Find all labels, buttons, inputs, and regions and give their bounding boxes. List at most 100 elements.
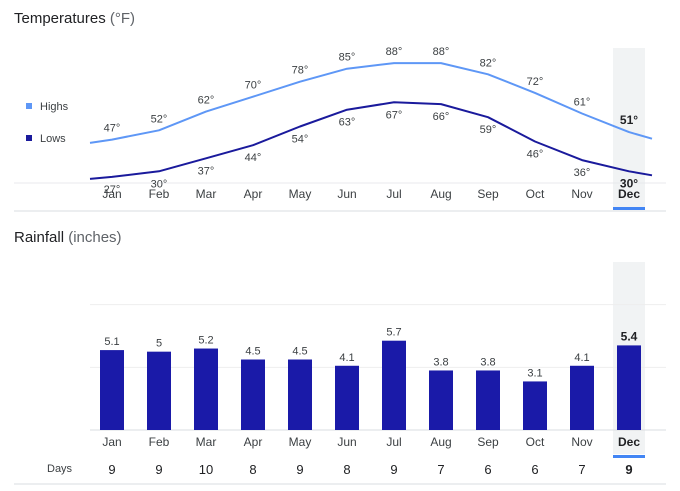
rain-tick-jul[interactable]: Jul <box>386 435 401 449</box>
data-label-lows-jan: 27° <box>104 184 121 196</box>
rain-bar-jun[interactable] <box>335 365 359 430</box>
days-value-may: 9 <box>296 462 303 477</box>
data-label-lows-nov: 36° <box>574 167 591 179</box>
rain-tick-sep[interactable]: Sep <box>477 435 499 449</box>
days-value-jul: 9 <box>390 462 397 477</box>
days-label: Days <box>47 463 73 475</box>
data-label-highs-jan: 47° <box>104 123 121 135</box>
data-label-highs-sep: 82° <box>480 57 497 69</box>
legend-lows-swatch <box>26 135 32 141</box>
data-label-highs-jul: 88° <box>386 46 403 58</box>
data-label-highs-dec: 51° <box>620 113 638 127</box>
rain-bar-dec[interactable] <box>617 345 641 430</box>
days-value-jan: 9 <box>108 462 115 477</box>
days-value-oct: 6 <box>531 462 538 477</box>
rain-tick-may[interactable]: May <box>289 435 312 449</box>
rain-tick-nov[interactable]: Nov <box>571 435 592 449</box>
data-label-lows-dec: 30° <box>620 176 638 190</box>
rain-bar-aug[interactable] <box>429 370 453 430</box>
data-label-lows-sep: 59° <box>480 124 497 136</box>
temp-tick-oct[interactable]: Oct <box>526 187 545 201</box>
rain-label-jan: 5.1 <box>104 336 119 348</box>
rain-tick-mar[interactable]: Mar <box>196 435 217 449</box>
rain-label-dec: 5.4 <box>621 329 638 343</box>
temperature-title: Temperatures (°F) <box>14 10 135 27</box>
rain-bar-jan[interactable] <box>100 350 124 430</box>
series-line-lows <box>89 101 653 180</box>
days-value-dec: 9 <box>625 462 632 477</box>
temp-tick-mar[interactable]: Mar <box>196 187 217 201</box>
temp-tick-nov[interactable]: Nov <box>571 187 592 201</box>
rain-bar-nov[interactable] <box>570 365 594 430</box>
legend-highs-swatch <box>26 103 32 109</box>
legend-lows-label: Lows <box>40 133 66 145</box>
data-label-lows-jul: 67° <box>386 109 403 121</box>
rainfall-unit: (inches) <box>68 229 122 246</box>
series-line-highs <box>89 62 653 144</box>
data-label-lows-apr: 44° <box>245 152 262 164</box>
days-value-apr: 8 <box>249 462 256 477</box>
data-label-highs-may: 78° <box>292 65 309 77</box>
selected-month-underline-temp <box>613 207 645 210</box>
rain-label-may: 4.5 <box>292 346 307 358</box>
rain-tick-feb[interactable]: Feb <box>149 435 170 449</box>
days-value-sep: 6 <box>484 462 491 477</box>
rain-tick-jun[interactable]: Jun <box>337 435 356 449</box>
rainfall-title: Rainfall (inches) <box>14 229 122 246</box>
rain-label-aug: 3.8 <box>433 356 448 368</box>
data-label-highs-nov: 61° <box>574 96 591 108</box>
data-label-lows-mar: 37° <box>198 165 215 177</box>
legend-highs-label: Highs <box>40 101 69 113</box>
rain-bar-jul[interactable] <box>382 340 406 430</box>
temp-tick-apr[interactable]: Apr <box>244 187 263 201</box>
data-label-lows-may: 54° <box>292 134 309 146</box>
selected-month-underline-rain <box>613 455 645 458</box>
temp-tick-feb[interactable]: Feb <box>149 187 170 201</box>
data-label-lows-jun: 63° <box>339 117 356 129</box>
data-label-highs-jun: 85° <box>339 52 356 64</box>
days-value-jun: 8 <box>343 462 350 477</box>
rain-tick-jan[interactable]: Jan <box>102 435 121 449</box>
data-label-highs-oct: 72° <box>527 76 544 88</box>
days-value-feb: 9 <box>155 462 162 477</box>
temp-tick-jul[interactable]: Jul <box>386 187 401 201</box>
temp-tick-jan[interactable]: Jan <box>102 187 121 201</box>
rain-label-nov: 4.1 <box>574 352 589 364</box>
rain-label-oct: 3.1 <box>527 367 542 379</box>
rain-label-jun: 4.1 <box>339 352 354 364</box>
days-value-nov: 7 <box>578 462 585 477</box>
rain-bar-mar[interactable] <box>194 348 218 430</box>
temperature-title-text: Temperatures <box>14 10 106 27</box>
temp-tick-jun[interactable]: Jun <box>337 187 356 201</box>
rain-tick-dec[interactable]: Dec <box>618 435 640 449</box>
temp-tick-dec[interactable]: Dec <box>618 187 640 201</box>
data-label-highs-aug: 88° <box>433 46 450 58</box>
rain-tick-apr[interactable]: Apr <box>244 435 263 449</box>
rain-bar-oct[interactable] <box>523 381 547 430</box>
temp-tick-may[interactable]: May <box>289 187 312 201</box>
rain-tick-aug[interactable]: Aug <box>430 435 451 449</box>
data-label-lows-feb: 30° <box>151 178 168 190</box>
temperature-unit: (°F) <box>109 10 136 27</box>
days-value-mar: 10 <box>199 462 213 477</box>
rain-label-sep: 3.8 <box>480 356 495 368</box>
temp-tick-sep[interactable]: Sep <box>477 187 499 201</box>
rain-bar-sep[interactable] <box>476 370 500 430</box>
data-label-highs-apr: 70° <box>245 80 262 92</box>
data-label-lows-oct: 46° <box>527 148 544 160</box>
rain-label-jul: 5.7 <box>386 327 401 339</box>
temp-tick-aug[interactable]: Aug <box>430 187 451 201</box>
data-label-highs-mar: 62° <box>198 95 215 107</box>
rain-bar-may[interactable] <box>288 359 312 431</box>
rainfall-title-text: Rainfall <box>14 229 65 246</box>
rain-label-mar: 5.2 <box>198 335 213 347</box>
data-label-highs-feb: 52° <box>151 113 168 125</box>
rain-label-apr: 4.5 <box>245 346 260 358</box>
data-label-lows-aug: 66° <box>433 111 450 123</box>
rain-bar-feb[interactable] <box>147 351 171 430</box>
days-value-aug: 7 <box>437 462 444 477</box>
rain-label-feb: 5 <box>156 338 162 350</box>
rain-bar-apr[interactable] <box>241 359 265 431</box>
rain-tick-oct[interactable]: Oct <box>526 435 545 449</box>
